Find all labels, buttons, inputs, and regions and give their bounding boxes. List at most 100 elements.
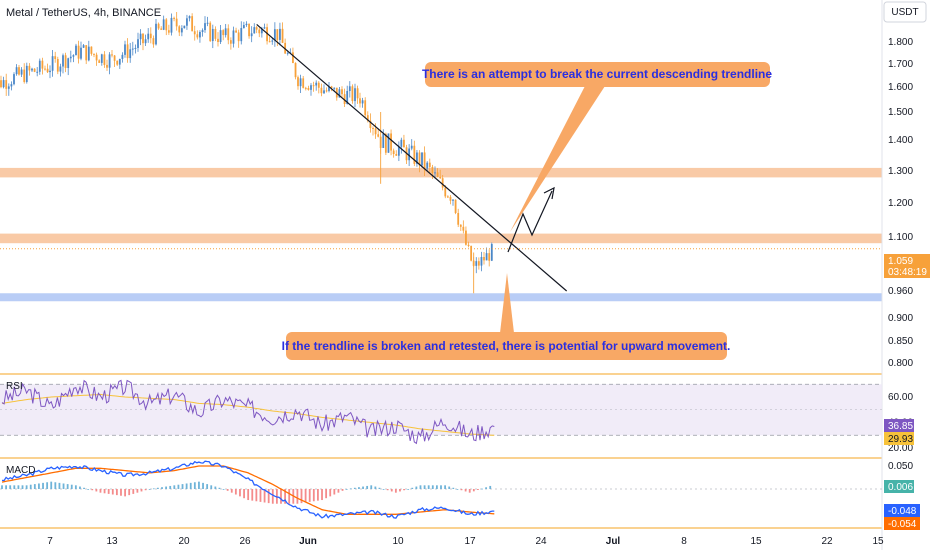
- macd-histogram-bar: [132, 489, 135, 494]
- candle-body: [173, 17, 175, 19]
- candle-body: [255, 27, 258, 30]
- candle-body: [317, 82, 320, 88]
- candle-body: [281, 28, 284, 43]
- macd-histogram-bar: [66, 484, 69, 489]
- candle-body: [51, 56, 54, 71]
- candle-body: [108, 54, 111, 68]
- candle-body: [312, 85, 315, 87]
- macd-histogram-bar: [83, 487, 85, 489]
- support-zone[interactable]: [0, 293, 882, 302]
- candle-body: [395, 154, 398, 156]
- candle-body: [229, 40, 232, 44]
- macd-histogram-bar: [222, 489, 225, 490]
- candle-body: [279, 28, 281, 40]
- candle-body: [199, 32, 201, 38]
- candle-body: [227, 28, 230, 41]
- macd-histogram-bar: [62, 483, 65, 489]
- macd-histogram-bar: [362, 486, 364, 489]
- macd-histogram-bar: [304, 489, 307, 503]
- candle-body: [142, 33, 144, 44]
- candle-body: [224, 28, 227, 36]
- macd-histogram-bar: [321, 489, 323, 501]
- macd-histogram-bar: [341, 489, 344, 491]
- candle-body: [359, 98, 361, 104]
- macd-pane[interactable]: MACD 0.050-0.050 0.006 -0.048 -0.054: [0, 460, 920, 530]
- candle-body: [46, 68, 49, 73]
- macd-histogram-bar: [124, 489, 126, 497]
- macd-histogram-bar: [477, 489, 479, 490]
- candle-body: [111, 54, 113, 56]
- price-axis[interactable]: 1.800 1.700 1.600 1.500 1.400 1.300 1.200 1.100…: [888, 37, 913, 369]
- candle-body: [436, 172, 439, 177]
- macd-histogram-bar: [234, 489, 237, 495]
- macd-histogram-bar: [411, 487, 414, 489]
- candle-body: [137, 39, 139, 48]
- macd-histogram-bar: [366, 485, 369, 489]
- candle-body: [144, 39, 147, 44]
- candle-body: [162, 19, 165, 30]
- macd-histogram-bar: [382, 489, 385, 490]
- candle-body: [248, 23, 250, 37]
- candle-body: [134, 47, 137, 49]
- price-tick-label: 1.300: [888, 166, 913, 177]
- macd-histogram-bar: [79, 486, 81, 489]
- candle-body: [348, 86, 351, 91]
- candle-body: [253, 27, 256, 34]
- macd-histogram-bar: [13, 485, 16, 489]
- macd-histogram-bar: [394, 489, 397, 493]
- candle-body: [72, 55, 75, 57]
- macd-histogram-bar: [386, 489, 389, 491]
- macd-hist-value: 0.006: [888, 482, 913, 493]
- candle-body: [59, 66, 62, 72]
- candle-body: [260, 28, 263, 34]
- callout-top-box: [425, 62, 770, 87]
- time-tick-label: 10: [392, 536, 404, 547]
- candle-body: [325, 90, 328, 92]
- candle-body: [351, 86, 354, 102]
- candle-body: [441, 178, 444, 188]
- candle-body: [382, 133, 385, 148]
- candle-body: [475, 261, 478, 266]
- macd-histogram-bar: [103, 489, 106, 494]
- candle-body: [33, 68, 36, 72]
- macd-histogram-bar: [358, 487, 360, 489]
- macd-histogram-bar: [481, 488, 483, 490]
- macd-histogram-bar: [1, 485, 3, 489]
- macd-histogram-bar: [239, 489, 241, 497]
- candle-body: [131, 48, 134, 50]
- candle-body: [268, 41, 271, 43]
- candle-body: [400, 139, 403, 147]
- candle-body: [477, 261, 480, 266]
- macd-histogram-bar: [95, 489, 98, 492]
- time-tick-label: 8: [681, 536, 687, 547]
- currency-box[interactable]: USDT: [883, 1, 927, 23]
- candle-body: [28, 65, 31, 71]
- candle-body: [152, 38, 155, 45]
- candle-body: [139, 33, 142, 40]
- callout-top-pointer: [510, 86, 605, 232]
- time-tick-label: 7: [47, 536, 53, 547]
- macd-histogram-bar: [312, 489, 315, 502]
- candle-body: [449, 196, 452, 201]
- candle-body: [421, 152, 423, 166]
- macd-histogram-bar: [403, 489, 405, 491]
- candle-body: [82, 45, 85, 48]
- candle-body: [204, 23, 206, 31]
- resistance-zone[interactable]: [0, 233, 882, 244]
- macd-tick-label: 0.050: [888, 461, 913, 472]
- macd-histogram-bar: [74, 485, 77, 489]
- candle-body: [354, 88, 356, 102]
- macd-histogram: [1, 481, 492, 504]
- descending-trendline[interactable]: [256, 23, 568, 292]
- resistance-zone[interactable]: [0, 167, 882, 178]
- callout-bottom: If the trendline is broken and retested,…: [282, 273, 730, 360]
- candle-body: [25, 65, 28, 82]
- macd-histogram-bar: [181, 484, 184, 489]
- time-axis[interactable]: 7 13 20 26 Jun 10 17 24 Jul 8 15 22 15: [47, 536, 884, 547]
- candle-body: [302, 78, 305, 88]
- macd-histogram-bar: [485, 487, 488, 489]
- macd-histogram-bar: [58, 482, 61, 489]
- candle-body: [85, 45, 88, 61]
